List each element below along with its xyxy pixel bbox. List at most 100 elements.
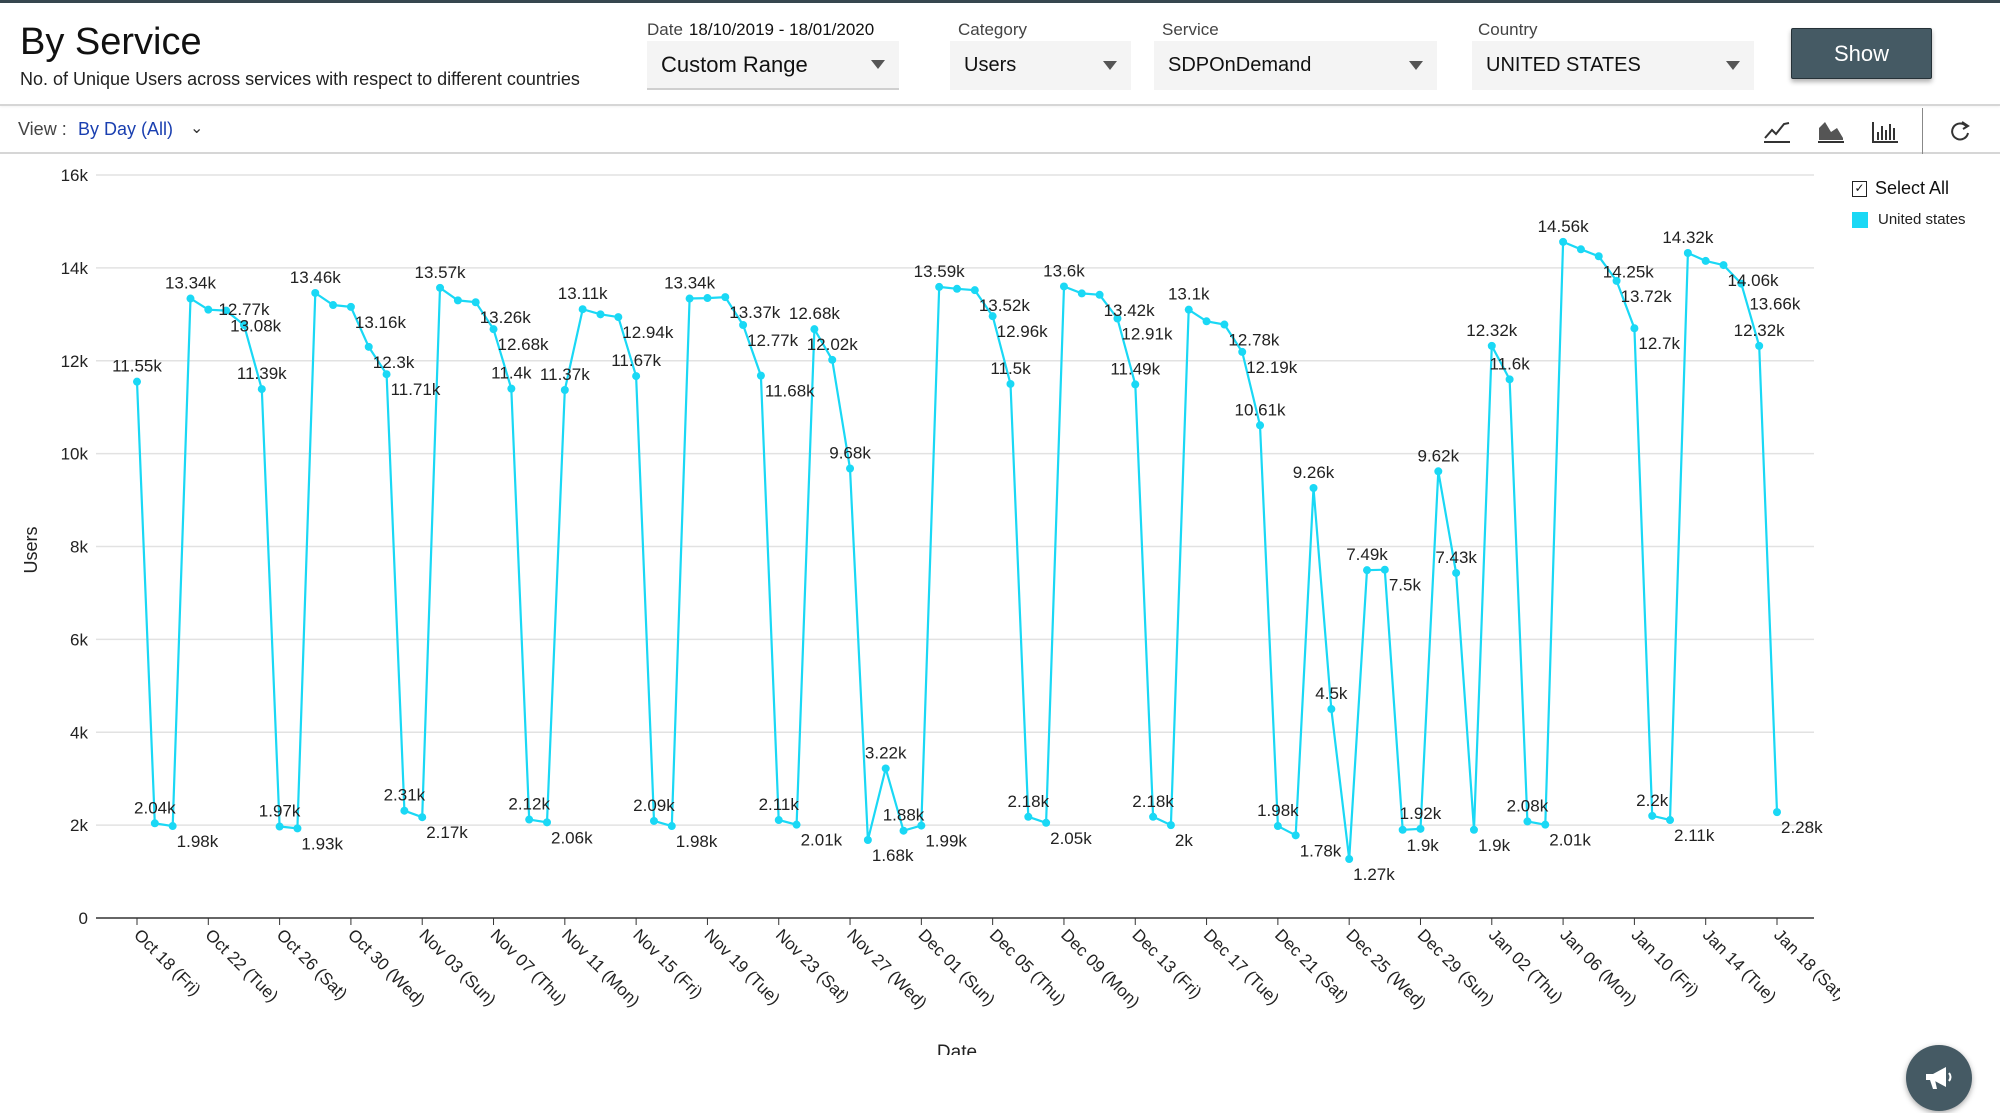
- data-label: 1.9k: [1478, 836, 1511, 855]
- x-tick-label: Jan 18 (Sat): [1770, 925, 1840, 1004]
- y-axis-ticks: 0 2k 4k 6k 8k 10k 12k 14k 16k: [61, 166, 89, 928]
- category-label: Category: [958, 20, 1027, 39]
- data-point: [1701, 256, 1710, 265]
- caret-down-icon: [1726, 61, 1740, 70]
- x-tick-label: Jan 14 (Tue): [1699, 925, 1780, 1006]
- data-label: 14.56k: [1538, 217, 1590, 236]
- data-label: 2.2k: [1636, 791, 1669, 810]
- legend-item-united-states[interactable]: United states: [1852, 211, 1966, 228]
- data-point: [1149, 812, 1158, 821]
- date-range-select[interactable]: Custom Range: [647, 41, 899, 90]
- data-label: 2.01k: [801, 831, 843, 850]
- x-tick-label: Oct 22 (Tue): [201, 925, 281, 1005]
- data-point: [1469, 825, 1478, 834]
- data-point: [774, 816, 783, 825]
- data-point: [578, 305, 587, 314]
- y-tick-label: 10k: [61, 445, 89, 464]
- data-label: 11.49k: [1110, 359, 1160, 378]
- data-label: 12.78k: [1228, 331, 1280, 350]
- bar-chart-icon[interactable]: [1870, 118, 1900, 144]
- data-label: 7.43k: [1435, 548, 1477, 567]
- data-point: [204, 305, 213, 314]
- data-point: [846, 464, 855, 473]
- data-point: [970, 286, 979, 295]
- area-chart-icon[interactable]: [1816, 118, 1846, 144]
- data-point: [1452, 568, 1461, 577]
- data-label: 11.55k: [112, 357, 162, 376]
- category-value: Users: [964, 54, 1017, 76]
- checkbox-checked-icon[interactable]: ✓: [1852, 180, 1867, 197]
- data-point: [1309, 483, 1318, 492]
- data-point: [596, 310, 605, 319]
- view-selector[interactable]: By Day (All): [78, 119, 174, 139]
- data-label: 2.01k: [1549, 831, 1591, 850]
- y-tick-label: 4k: [70, 723, 88, 742]
- data-point: [168, 822, 177, 831]
- data-point: [329, 301, 338, 310]
- data-label: 13.57k: [415, 263, 467, 282]
- data-point: [471, 298, 480, 307]
- data-point: [1523, 817, 1532, 826]
- data-point: [1327, 705, 1336, 714]
- data-point: [436, 283, 445, 292]
- x-tick-label: Dec 17 (Tue): [1200, 925, 1283, 1008]
- data-label: 1.98k: [676, 832, 718, 851]
- data-point: [222, 306, 231, 315]
- data-point: [1220, 320, 1229, 329]
- chevron-down-icon[interactable]: ⌄: [190, 120, 204, 137]
- category-select[interactable]: Users: [950, 41, 1131, 90]
- data-point: [257, 385, 266, 394]
- refresh-icon[interactable]: [1946, 118, 1976, 144]
- data-point: [917, 821, 926, 830]
- data-point: [632, 372, 641, 381]
- data-labels: 11.55k2.04k1.98k13.34k13.08k12.77k11.39k…: [112, 217, 1823, 884]
- data-label: 3.22k: [865, 743, 907, 762]
- legend-select-all[interactable]: ✓ Select All: [1852, 178, 1949, 199]
- data-point: [1683, 249, 1692, 258]
- show-button[interactable]: Show: [1791, 28, 1932, 79]
- data-label: 2.11k: [759, 795, 800, 814]
- date-label: Date: [647, 20, 683, 39]
- users-line-chart: 0 2k 4k 6k 8k 10k 12k 14k 16k Oct 18 (Fri)Oct 22…: [21, 166, 1840, 1055]
- y-tick-label: 2k: [70, 816, 88, 835]
- top-border: [0, 0, 2000, 3]
- data-label: 13.34k: [165, 274, 217, 293]
- data-point: [525, 815, 534, 824]
- data-point: [1416, 824, 1425, 833]
- data-point: [1095, 290, 1104, 299]
- data-point: [560, 386, 569, 395]
- service-label: Service: [1162, 20, 1219, 39]
- data-point: [792, 820, 801, 829]
- x-tick-label: Dec 13 (Fri): [1128, 925, 1205, 1002]
- announcement-button[interactable]: [1906, 1045, 1972, 1111]
- data-point: [1719, 261, 1728, 270]
- data-label: 13.6k: [1043, 261, 1085, 280]
- country-select[interactable]: UNITED STATES: [1472, 41, 1754, 90]
- data-label: 2.06k: [551, 828, 593, 847]
- country-label: Country: [1478, 20, 1538, 39]
- data-label: 2.18k: [1132, 792, 1174, 811]
- data-label: 1.78k: [1300, 841, 1342, 860]
- service-select[interactable]: SDPOnDemand: [1154, 41, 1437, 90]
- data-label: 11.67k: [611, 351, 661, 370]
- data-label: 13.66k: [1749, 295, 1801, 314]
- data-point: [1024, 812, 1033, 821]
- data-label: 7.49k: [1346, 545, 1388, 564]
- data-point: [346, 302, 355, 311]
- country-value: UNITED STATES: [1486, 54, 1641, 76]
- data-point: [1612, 276, 1621, 285]
- data-point: [150, 819, 159, 828]
- date-filter-label: Date 18/10/2019 - 18/01/2020: [647, 20, 874, 40]
- data-label: 12.32k: [1466, 321, 1518, 340]
- data-point: [489, 325, 498, 334]
- data-point: [1594, 252, 1603, 261]
- data-point: [739, 320, 748, 329]
- data-point: [614, 313, 623, 322]
- legend-swatch: [1852, 211, 1868, 228]
- data-point: [1380, 565, 1389, 574]
- line-chart-icon[interactable]: [1762, 118, 1792, 144]
- data-label: 12.3k: [373, 353, 415, 372]
- data-point: [1042, 818, 1051, 827]
- x-tick-label: Jan 10 (Fri): [1628, 925, 1703, 1000]
- select-all-label: Select All: [1875, 178, 1950, 198]
